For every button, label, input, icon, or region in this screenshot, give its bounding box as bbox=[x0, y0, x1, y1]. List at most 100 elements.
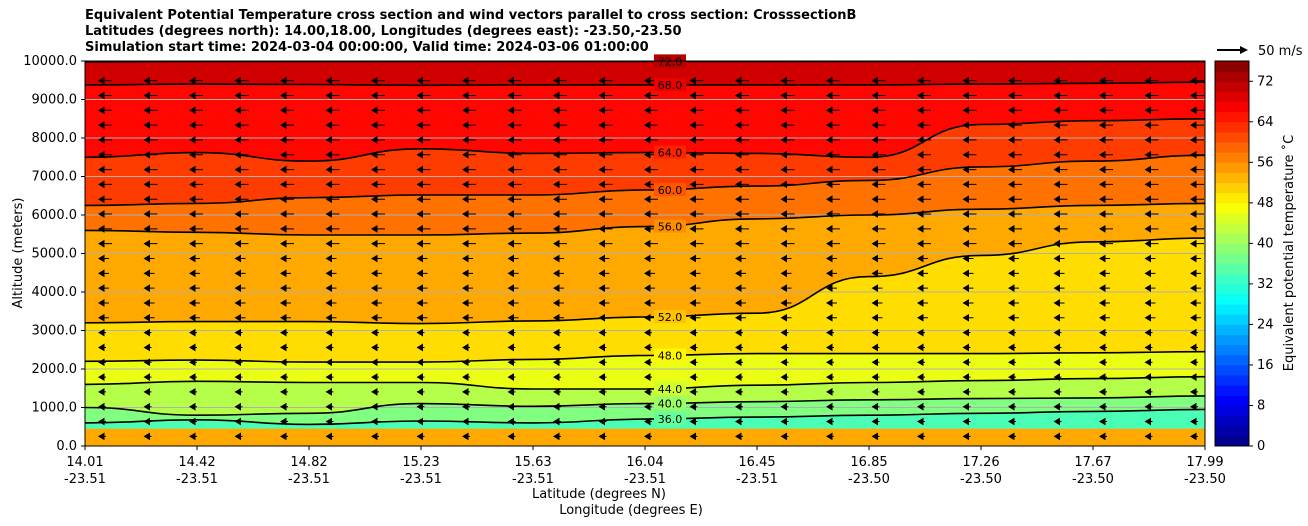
wind-vector bbox=[462, 106, 476, 115]
wind-vector bbox=[871, 106, 886, 115]
wind-vector bbox=[1008, 417, 1016, 426]
x-tick-label-lat: 14.01 bbox=[66, 455, 103, 470]
wind-vector bbox=[917, 254, 928, 263]
wind-vector bbox=[325, 269, 337, 278]
wind-vector bbox=[280, 284, 291, 293]
wind-vector bbox=[325, 432, 334, 441]
wind-vector bbox=[780, 165, 795, 174]
wind-vector bbox=[416, 284, 428, 293]
y-tick-label: 9000.0 bbox=[32, 93, 78, 108]
wind-vector bbox=[962, 299, 974, 307]
wind-vector bbox=[598, 239, 613, 248]
wind-vector bbox=[735, 373, 743, 381]
wind-vector bbox=[98, 388, 106, 396]
wind-vector bbox=[689, 224, 704, 233]
wind-vector bbox=[1144, 343, 1153, 352]
wind-vector bbox=[871, 432, 880, 441]
wind-vector bbox=[280, 313, 291, 322]
colorbar-segment bbox=[1215, 283, 1249, 295]
wind-vector bbox=[689, 402, 698, 411]
wind-vector bbox=[644, 358, 652, 367]
wind-vector bbox=[1008, 76, 1022, 85]
wind-vector bbox=[917, 165, 931, 174]
wind-vector bbox=[644, 239, 658, 248]
wind-vector bbox=[780, 299, 792, 307]
wind-vector bbox=[1144, 91, 1159, 100]
wind-vector bbox=[1099, 254, 1110, 263]
wind-vector bbox=[1008, 299, 1019, 307]
wind-vector bbox=[644, 343, 652, 352]
wind-vector bbox=[371, 224, 385, 233]
x-axis-label-lon: Longitude (degrees E) bbox=[559, 503, 703, 518]
colorbar-tick-label: 72 bbox=[1257, 74, 1274, 89]
wind-vector bbox=[507, 224, 522, 233]
wind-vector bbox=[1008, 358, 1016, 367]
wind-vector bbox=[871, 165, 886, 174]
wind-vector bbox=[553, 165, 567, 174]
wind-vector bbox=[234, 195, 249, 204]
wind-vector bbox=[143, 284, 155, 293]
wind-vector bbox=[1008, 224, 1022, 233]
wind-vector bbox=[371, 195, 385, 204]
colorbar-segment bbox=[1215, 253, 1249, 265]
wind-vector bbox=[507, 388, 516, 396]
wind-vector bbox=[1144, 284, 1156, 293]
wind-vector bbox=[280, 402, 288, 411]
contour-40 bbox=[85, 395, 1205, 417]
wind-vector bbox=[325, 402, 334, 411]
wind-vector bbox=[98, 136, 112, 144]
wind-vector bbox=[462, 358, 470, 367]
wind-vector bbox=[917, 210, 931, 218]
wind-vector bbox=[98, 195, 112, 204]
colorbar-segment bbox=[1215, 314, 1249, 325]
colorbar-segment bbox=[1215, 142, 1249, 153]
wind-vector bbox=[689, 358, 698, 367]
x-tick-label-lat: 16.04 bbox=[626, 455, 663, 470]
colorbar-segment bbox=[1215, 71, 1249, 82]
wind-vector bbox=[553, 239, 567, 248]
wind-vector bbox=[917, 76, 931, 85]
wind-vector bbox=[143, 76, 158, 85]
wind-vector bbox=[1144, 165, 1159, 174]
wind-vector bbox=[189, 284, 200, 293]
wind-vector bbox=[644, 210, 658, 218]
wind-vector bbox=[1144, 358, 1153, 367]
wind-vector bbox=[598, 165, 613, 174]
x-tick-label-lon: -23.51 bbox=[624, 472, 666, 487]
wind-vector bbox=[1008, 136, 1022, 144]
wind-vector bbox=[416, 195, 431, 204]
wind-vector bbox=[644, 432, 652, 441]
wind-vector bbox=[553, 254, 564, 263]
wind-vector bbox=[598, 417, 607, 426]
wind-vector bbox=[1053, 254, 1065, 263]
wind-vector bbox=[234, 224, 249, 233]
wind-vector bbox=[416, 417, 425, 426]
wind-vector bbox=[1190, 373, 1198, 381]
wind-vector bbox=[234, 388, 243, 396]
wind-vector bbox=[1053, 328, 1062, 337]
wind-vector bbox=[598, 195, 613, 204]
wind-vector bbox=[234, 284, 246, 293]
wind-vector bbox=[1008, 388, 1016, 396]
x-tick-label-lat: 14.42 bbox=[178, 455, 215, 470]
wind-vector bbox=[553, 180, 567, 189]
wind-vector bbox=[871, 150, 886, 159]
wind-vector bbox=[143, 136, 158, 144]
wind-vector bbox=[1008, 165, 1022, 174]
wind-vector bbox=[917, 284, 928, 293]
wind-vector bbox=[98, 150, 112, 159]
wind-vector bbox=[826, 150, 840, 159]
wind-vector bbox=[371, 239, 385, 248]
wind-vector bbox=[280, 299, 291, 307]
wind-vector bbox=[689, 165, 704, 174]
wind-vector bbox=[98, 106, 112, 115]
wind-vector bbox=[416, 402, 425, 411]
wind-vector bbox=[826, 76, 840, 85]
wind-vector bbox=[735, 328, 743, 337]
wind-vector bbox=[234, 136, 249, 144]
wind-vector bbox=[1053, 269, 1065, 278]
wind-vector bbox=[917, 180, 931, 189]
wind-vector bbox=[871, 136, 886, 144]
wind-vector bbox=[189, 136, 203, 144]
wind-vector bbox=[735, 76, 749, 85]
